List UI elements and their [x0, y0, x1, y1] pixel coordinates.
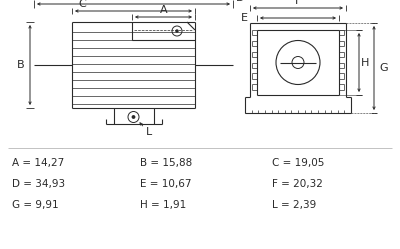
Text: D = 34,93: D = 34,93: [12, 179, 65, 189]
Text: G: G: [379, 63, 388, 73]
Text: H: H: [361, 58, 369, 67]
Text: E: E: [241, 13, 248, 23]
Text: B: B: [17, 60, 25, 70]
Circle shape: [176, 30, 178, 32]
Text: A: A: [160, 5, 167, 15]
Circle shape: [132, 116, 135, 118]
Text: C = 19,05: C = 19,05: [272, 158, 324, 168]
Text: B = 15,88: B = 15,88: [140, 158, 192, 168]
Text: A = 14,27: A = 14,27: [12, 158, 64, 168]
Text: C: C: [78, 0, 86, 9]
Text: L: L: [146, 127, 152, 137]
Text: G = 9,91: G = 9,91: [12, 200, 59, 210]
Text: E = 10,67: E = 10,67: [140, 179, 192, 189]
Text: F = 20,32: F = 20,32: [272, 179, 323, 189]
Text: D: D: [236, 0, 244, 3]
Text: H = 1,91: H = 1,91: [140, 200, 186, 210]
Text: L = 2,39: L = 2,39: [272, 200, 316, 210]
Text: F: F: [295, 0, 301, 6]
